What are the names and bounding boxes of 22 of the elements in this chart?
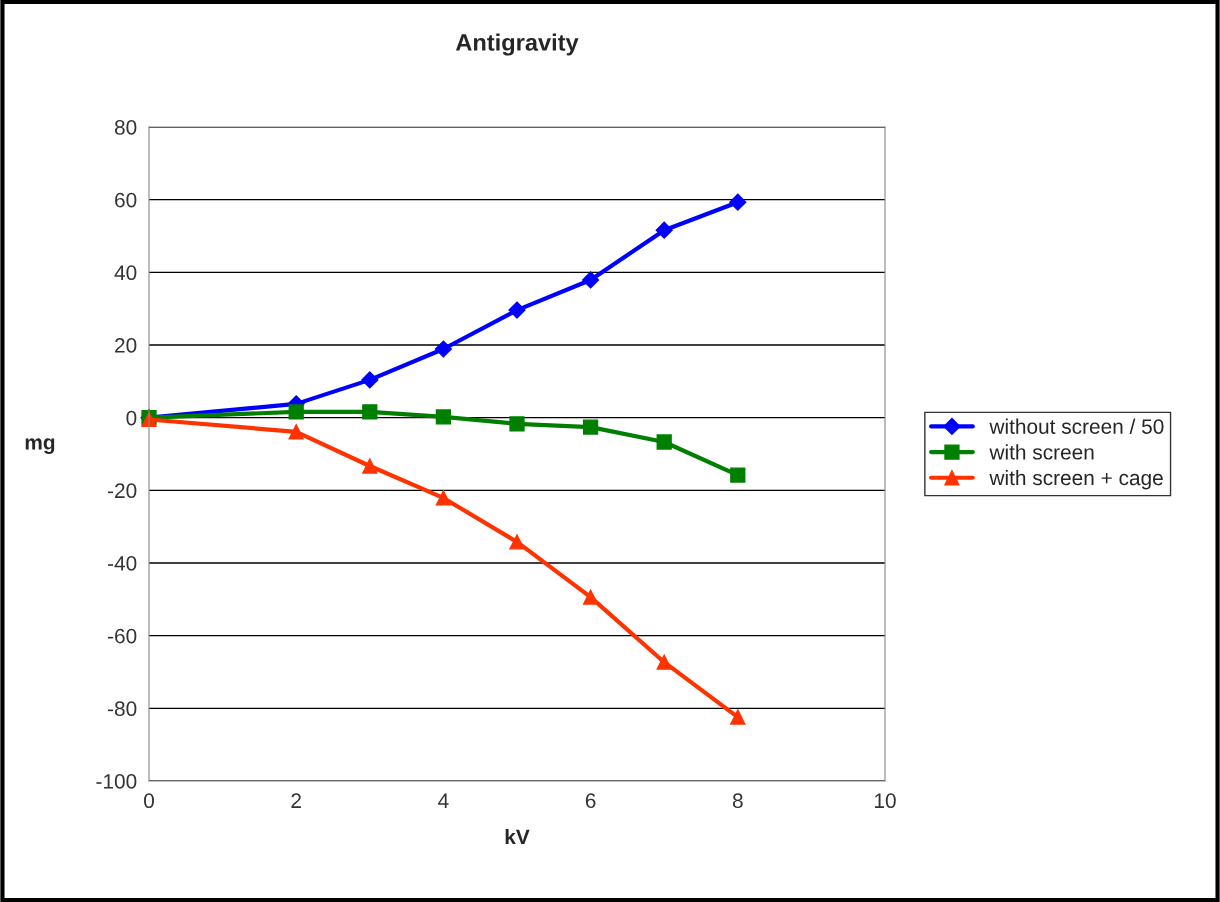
y-tick-label: -100 xyxy=(96,774,137,789)
legend-label: with screen xyxy=(989,444,1094,460)
x-tick-label: 10 xyxy=(875,793,896,809)
x-axis-title: kV xyxy=(505,828,530,844)
legend-label: without screen / 50 xyxy=(989,418,1164,434)
legend-label: with screen + cage xyxy=(989,469,1163,490)
y-axis-title: mg xyxy=(25,438,55,454)
x-tick-label: 6 xyxy=(585,793,596,809)
x-tick-label: 0 xyxy=(144,793,154,809)
y-tick-label: 20 xyxy=(115,338,137,353)
y-tick-label: 80 xyxy=(114,120,137,135)
y-tick-label: -80 xyxy=(108,701,137,717)
y-tick-label: 40 xyxy=(114,265,137,281)
y-tick-label: 0 xyxy=(126,410,137,426)
y-tick-label: -40 xyxy=(108,556,137,571)
x-tick-label: 8 xyxy=(732,793,743,809)
chart-title: Antigravity xyxy=(455,33,579,56)
x-tick-label: 2 xyxy=(291,793,301,808)
x-tick-label: 4 xyxy=(438,793,449,808)
y-tick-label: -20 xyxy=(108,483,137,499)
y-tick-label: -60 xyxy=(108,628,137,644)
y-tick-label: 60 xyxy=(115,192,137,208)
